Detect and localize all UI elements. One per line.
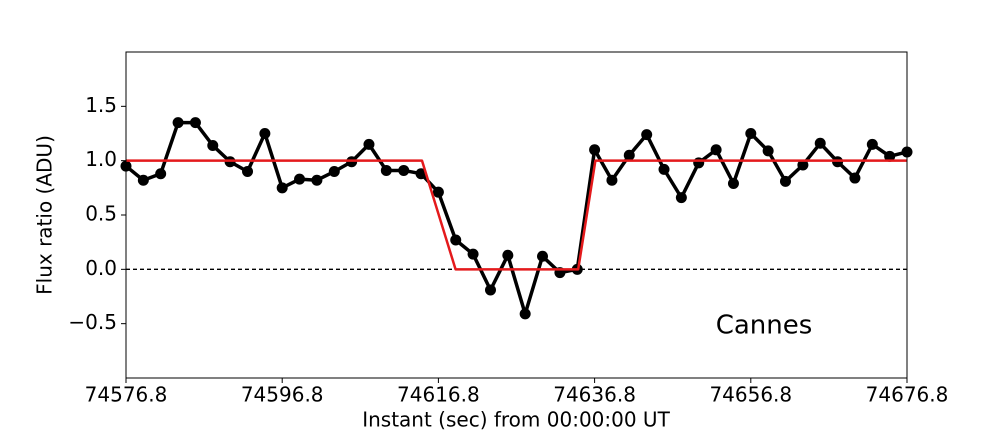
data-point bbox=[589, 144, 601, 156]
data-point bbox=[484, 284, 496, 296]
y-tick-label: −0.5 bbox=[68, 310, 117, 334]
data-point bbox=[849, 172, 861, 184]
data-point bbox=[467, 248, 479, 260]
data-point bbox=[866, 138, 878, 150]
data-point bbox=[884, 150, 896, 162]
data-point bbox=[137, 174, 149, 186]
data-point bbox=[606, 174, 618, 186]
data-point bbox=[641, 129, 653, 141]
data-point bbox=[779, 175, 791, 187]
y-tick-label: 0.5 bbox=[85, 202, 117, 226]
x-tick-label: 74636.8 bbox=[553, 383, 636, 407]
data-point bbox=[675, 192, 687, 204]
data-point bbox=[814, 137, 826, 149]
y-tick-label: 0.0 bbox=[85, 256, 117, 280]
data-point bbox=[727, 177, 739, 189]
x-tick-label: 74676.8 bbox=[866, 383, 949, 407]
data-point bbox=[745, 128, 757, 139]
x-tick-label: 74616.8 bbox=[397, 383, 480, 407]
series-line bbox=[124, 120, 908, 316]
data-point bbox=[276, 182, 288, 194]
data-point bbox=[380, 164, 392, 176]
annotation: Cannes bbox=[716, 311, 813, 341]
data-point bbox=[363, 138, 375, 150]
x-tick-label: 74656.8 bbox=[709, 383, 792, 407]
data-point bbox=[189, 117, 201, 129]
data-point bbox=[450, 234, 462, 246]
data-point bbox=[658, 163, 670, 175]
data-point bbox=[242, 166, 254, 178]
x-axis-label: Instant (sec) from 00:00:00 UT bbox=[362, 408, 670, 432]
x-tick-label: 74596.8 bbox=[241, 383, 324, 407]
data-point bbox=[519, 308, 531, 320]
data-point bbox=[398, 164, 410, 176]
data-point bbox=[693, 157, 705, 169]
data-point bbox=[432, 186, 444, 198]
data-point bbox=[328, 166, 340, 178]
data-point bbox=[259, 128, 271, 139]
data-point bbox=[415, 168, 427, 180]
y-tick-label: 1.5 bbox=[85, 93, 117, 117]
data-point bbox=[537, 250, 549, 262]
data-point bbox=[762, 145, 774, 157]
data-point bbox=[294, 173, 306, 185]
x-tick-label: 74576.8 bbox=[85, 383, 168, 407]
data-point bbox=[623, 149, 635, 161]
data-point bbox=[502, 249, 514, 261]
data-point bbox=[155, 168, 167, 180]
data-point bbox=[311, 174, 323, 186]
y-tick-label: 1.0 bbox=[85, 147, 117, 171]
data-point bbox=[710, 144, 722, 156]
series-line bbox=[126, 159, 907, 271]
y-axis-label: Flux ratio (ADU) bbox=[33, 135, 57, 295]
data-point bbox=[172, 117, 184, 129]
plot-frame bbox=[125, 51, 908, 379]
data-point bbox=[207, 139, 219, 151]
data-point bbox=[797, 159, 809, 171]
